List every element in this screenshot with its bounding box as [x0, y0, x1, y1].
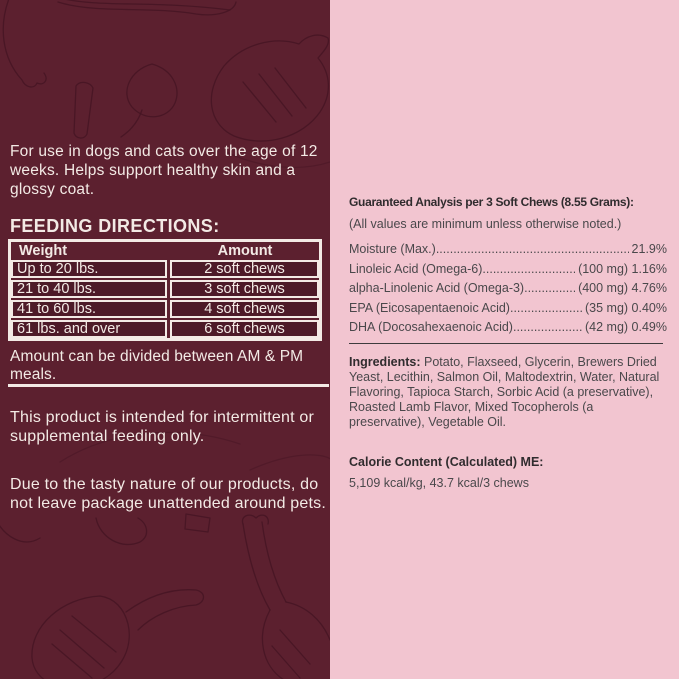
ingredients-text: Potato, Flaxseed, Glycerin, Brewers Drie… [349, 354, 660, 429]
amount-cell: 4 soft chews [170, 300, 319, 318]
calorie-content-value: 5,109 kcal/kg, 43.7 kcal/3 chews [349, 475, 529, 490]
intermittent-feeding-note: This product is intended for intermitten… [10, 409, 315, 445]
section-separator-line [349, 342, 663, 344]
analysis-row: Linoleic Acid (Omega-6) ................… [349, 260, 667, 280]
dot-leader: ........................................… [509, 300, 583, 315]
table-header-row: Weight Amount [11, 242, 319, 260]
divider-line [8, 384, 329, 387]
table-row: 41 to 60 lbs. 4 soft chews [11, 300, 319, 318]
dot-leader: ........................................… [512, 320, 582, 334]
analysis-row: Moisture (Max.) ........................… [349, 240, 667, 260]
analysis-value: (100 mg) 1.16% [578, 261, 667, 276]
package-warning-note: Due to the tasty nature of our products,… [10, 476, 326, 512]
analysis-value: 21.9% [631, 242, 667, 256]
ingredients-paragraph: Ingredients: Potato, Flaxseed, Glycerin,… [349, 355, 667, 430]
analysis-label: alpha-Linolenic Acid (Omega-3) [349, 281, 525, 295]
amount-cell: 3 soft chews [170, 280, 319, 298]
weight-cell: 61 lbs. and over [11, 320, 167, 338]
dot-leader: ........................................… [435, 242, 629, 256]
analysis-label: Moisture (Max.) [349, 242, 436, 256]
amount-cell: 6 soft chews [170, 320, 319, 338]
guaranteed-analysis-title: Guaranteed Analysis per 3 Soft Chews (8.… [349, 195, 634, 209]
feeding-directions-heading: FEEDING DIRECTIONS: [10, 216, 220, 236]
analysis-row: DHA (Docosahexaenoic Acid) .............… [349, 318, 667, 338]
ingredients-label: Ingredients: [349, 354, 421, 369]
dot-leader: ........................................… [524, 281, 575, 295]
feeding-note: Amount can be divided between AM & PM me… [10, 348, 304, 383]
weight-cell: 41 to 60 lbs. [11, 300, 167, 318]
analysis-value: (42 mg) 0.49% [585, 320, 667, 334]
analysis-value: (35 mg) 0.40% [585, 300, 667, 315]
table-row: 21 to 40 lbs. 3 soft chews [11, 280, 319, 298]
weight-cell: Up to 20 lbs. [11, 260, 167, 278]
analysis-rows: Moisture (Max.) ........................… [349, 240, 667, 338]
analysis-row: EPA (Eicosapentaenoic Acid) ............… [349, 299, 667, 319]
analysis-value: (400 mg) 4.76% [578, 281, 667, 295]
right-panel: Guaranteed Analysis per 3 Soft Chews (8.… [330, 0, 679, 679]
dot-leader: ........................................… [482, 261, 575, 276]
nutrition-info: Guaranteed Analysis per 3 Soft Chews (8.… [349, 195, 667, 491]
table-row: 61 lbs. and over 6 soft chews [11, 320, 319, 338]
column-header-amount: Amount [217, 243, 273, 259]
column-header-weight: Weight [19, 243, 68, 259]
amount-cell: 2 soft chews [170, 260, 319, 278]
table-row: Up to 20 lbs. 2 soft chews [11, 260, 319, 278]
left-panel: For use in dogs and cats over the age of… [0, 0, 330, 679]
usage-intro-text: For use in dogs and cats over the age of… [10, 143, 318, 198]
feeding-directions-table: Weight Amount Up to 20 lbs. 2 soft chews… [8, 239, 322, 341]
analysis-label: EPA (Eicosapentaenoic Acid) [349, 300, 510, 315]
guaranteed-analysis-subtitle: (All values are minimum unless otherwise… [349, 217, 622, 231]
analysis-row: alpha-Linolenic Acid (Omega-3) .........… [349, 279, 667, 299]
analysis-label: DHA (Docosahexaenoic Acid) [349, 320, 513, 334]
calorie-content-label: Calorie Content (Calculated) ME: [349, 454, 544, 469]
weight-cell: 21 to 40 lbs. [11, 280, 167, 298]
analysis-label: Linoleic Acid (Omega-6) [349, 261, 483, 276]
